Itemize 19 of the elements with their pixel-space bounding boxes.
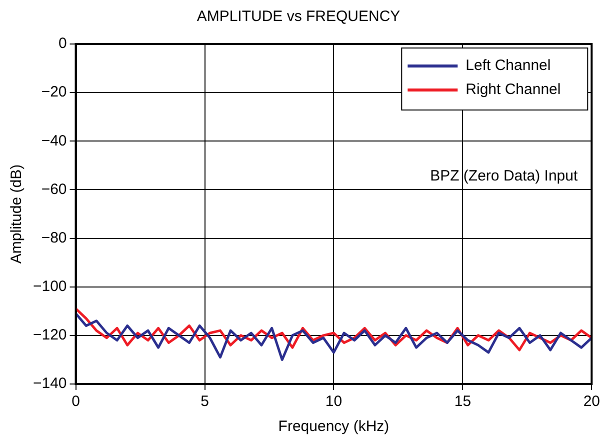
y-tick-label: −40	[41, 132, 67, 150]
legend-label: Right Channel	[466, 81, 561, 98]
y-tick-label: 0	[58, 35, 67, 52]
y-tick-label: −80	[41, 229, 67, 246]
y-tick-label: −140	[32, 375, 67, 392]
x-tick-label: 15	[454, 393, 472, 410]
annotation: BPZ (Zero Data) Input	[430, 168, 578, 185]
x-tick-label: 10	[325, 393, 342, 410]
y-tick-label: −60	[41, 180, 67, 198]
x-tick-label: 0	[72, 393, 80, 410]
x-axis-title: Frequency (kHz)	[278, 418, 390, 436]
chart-title: AMPLITUDE vs FREQUENCY	[196, 8, 400, 26]
x-tick-label: 20	[583, 393, 600, 410]
x-tick-label: 5	[200, 393, 209, 410]
y-tick-label: −20	[41, 84, 67, 101]
y-tick-label: −100	[32, 278, 67, 295]
legend-label: Left Channel	[466, 57, 551, 74]
y-tick-label: −120	[32, 326, 67, 344]
y-axis-title: Amplitude (dB)	[8, 164, 26, 264]
